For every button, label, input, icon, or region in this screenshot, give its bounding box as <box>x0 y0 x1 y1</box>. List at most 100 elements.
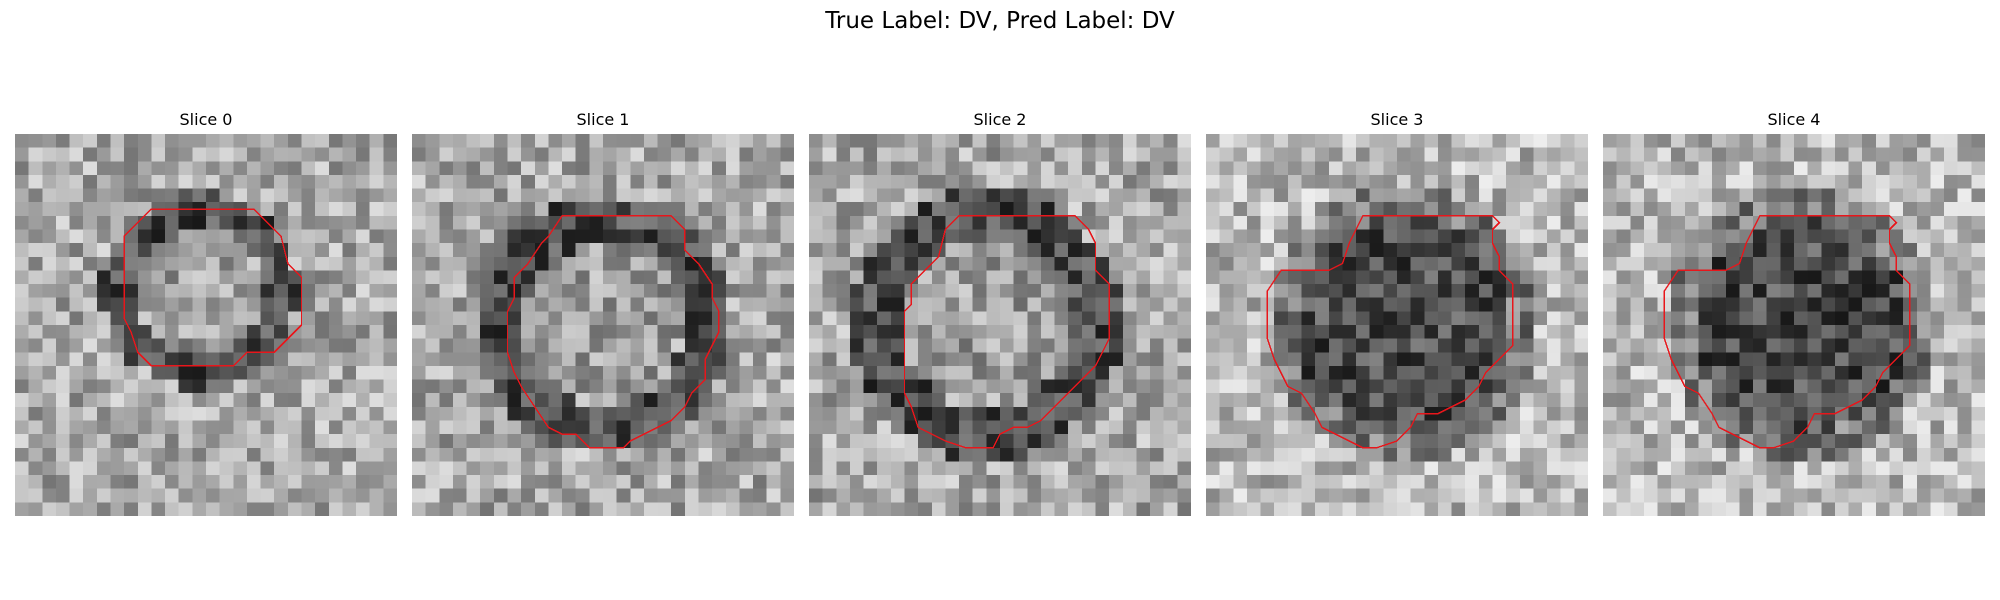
pixel <box>15 230 29 244</box>
pixel <box>342 475 356 489</box>
pixel <box>151 502 165 516</box>
pixel <box>1041 284 1055 298</box>
pixel <box>1424 475 1438 489</box>
pixel <box>56 352 70 366</box>
pixel <box>1014 434 1028 448</box>
pixel <box>1014 352 1028 366</box>
pixel <box>1808 189 1822 203</box>
pixel <box>1903 489 1917 503</box>
pixel <box>138 257 152 271</box>
pixel <box>1685 475 1699 489</box>
pixel <box>165 298 179 312</box>
pixel <box>192 148 206 162</box>
pixel <box>1821 311 1835 325</box>
pixel <box>1753 366 1767 380</box>
pixel <box>1123 230 1137 244</box>
pixel <box>1699 284 1713 298</box>
pixel <box>918 134 932 148</box>
pixel <box>1971 461 1985 475</box>
pixel <box>671 175 685 189</box>
pixel <box>56 407 70 421</box>
pixel <box>1890 421 1904 435</box>
pixel <box>644 339 658 353</box>
pixel <box>42 448 56 462</box>
pixel <box>1247 407 1261 421</box>
pixel <box>1958 502 1972 516</box>
pixel <box>1424 257 1438 271</box>
slice-panel-0: Slice 0 <box>15 108 397 132</box>
pixel <box>685 325 699 339</box>
pixel <box>1547 366 1561 380</box>
pixel <box>973 298 987 312</box>
pixel <box>850 202 864 216</box>
pixel <box>1917 339 1931 353</box>
pixel <box>918 393 932 407</box>
pixel <box>1658 475 1672 489</box>
pixel <box>973 311 987 325</box>
pixel <box>986 284 1000 298</box>
pixel <box>945 475 959 489</box>
pixel <box>959 325 973 339</box>
pixel <box>1699 489 1713 503</box>
pixel <box>1261 475 1275 489</box>
pixel <box>1493 284 1507 298</box>
pixel <box>699 448 713 462</box>
pixel <box>1493 489 1507 503</box>
pixel <box>1383 202 1397 216</box>
pixel <box>1356 243 1370 257</box>
pixel <box>1644 134 1658 148</box>
pixel <box>1342 366 1356 380</box>
pixel <box>356 216 370 230</box>
pixel <box>836 448 850 462</box>
pixel <box>589 352 603 366</box>
pixel <box>1438 175 1452 189</box>
pixel <box>1136 270 1150 284</box>
pixel <box>1164 434 1178 448</box>
pixel <box>739 339 753 353</box>
pixel <box>1329 366 1343 380</box>
pixel <box>1206 407 1220 421</box>
pixel <box>1671 175 1685 189</box>
pixel <box>315 175 329 189</box>
pixel <box>767 243 781 257</box>
pixel <box>535 380 549 394</box>
pixel <box>726 489 740 503</box>
pixel <box>1493 434 1507 448</box>
pixel <box>1767 352 1781 366</box>
pixel <box>383 407 397 421</box>
pixel <box>712 489 726 503</box>
pixel <box>1821 202 1835 216</box>
pixel <box>1739 421 1753 435</box>
pixel <box>535 189 549 203</box>
pixel <box>1247 134 1261 148</box>
pixel <box>29 502 43 516</box>
pixel <box>1739 270 1753 284</box>
pixel <box>918 502 932 516</box>
pixel <box>1177 489 1191 503</box>
pixel <box>1424 243 1438 257</box>
pixel <box>1617 489 1631 503</box>
pixel <box>932 407 946 421</box>
pixel <box>809 502 823 516</box>
pixel <box>905 393 919 407</box>
pixel <box>1903 270 1917 284</box>
pixel <box>658 489 672 503</box>
pixel <box>1136 284 1150 298</box>
pixel <box>124 461 138 475</box>
pixel <box>508 448 522 462</box>
pixel <box>877 393 891 407</box>
pixel <box>1506 243 1520 257</box>
pixel <box>1561 161 1575 175</box>
pixel <box>877 257 891 271</box>
pixel <box>15 448 29 462</box>
pixel <box>220 489 234 503</box>
pixel <box>1136 325 1150 339</box>
pixel <box>891 461 905 475</box>
pixel <box>220 189 234 203</box>
pixel <box>329 366 343 380</box>
pixel <box>1342 148 1356 162</box>
pixel <box>1356 421 1370 435</box>
pixel <box>780 434 794 448</box>
pixel <box>699 189 713 203</box>
pixel <box>1233 311 1247 325</box>
